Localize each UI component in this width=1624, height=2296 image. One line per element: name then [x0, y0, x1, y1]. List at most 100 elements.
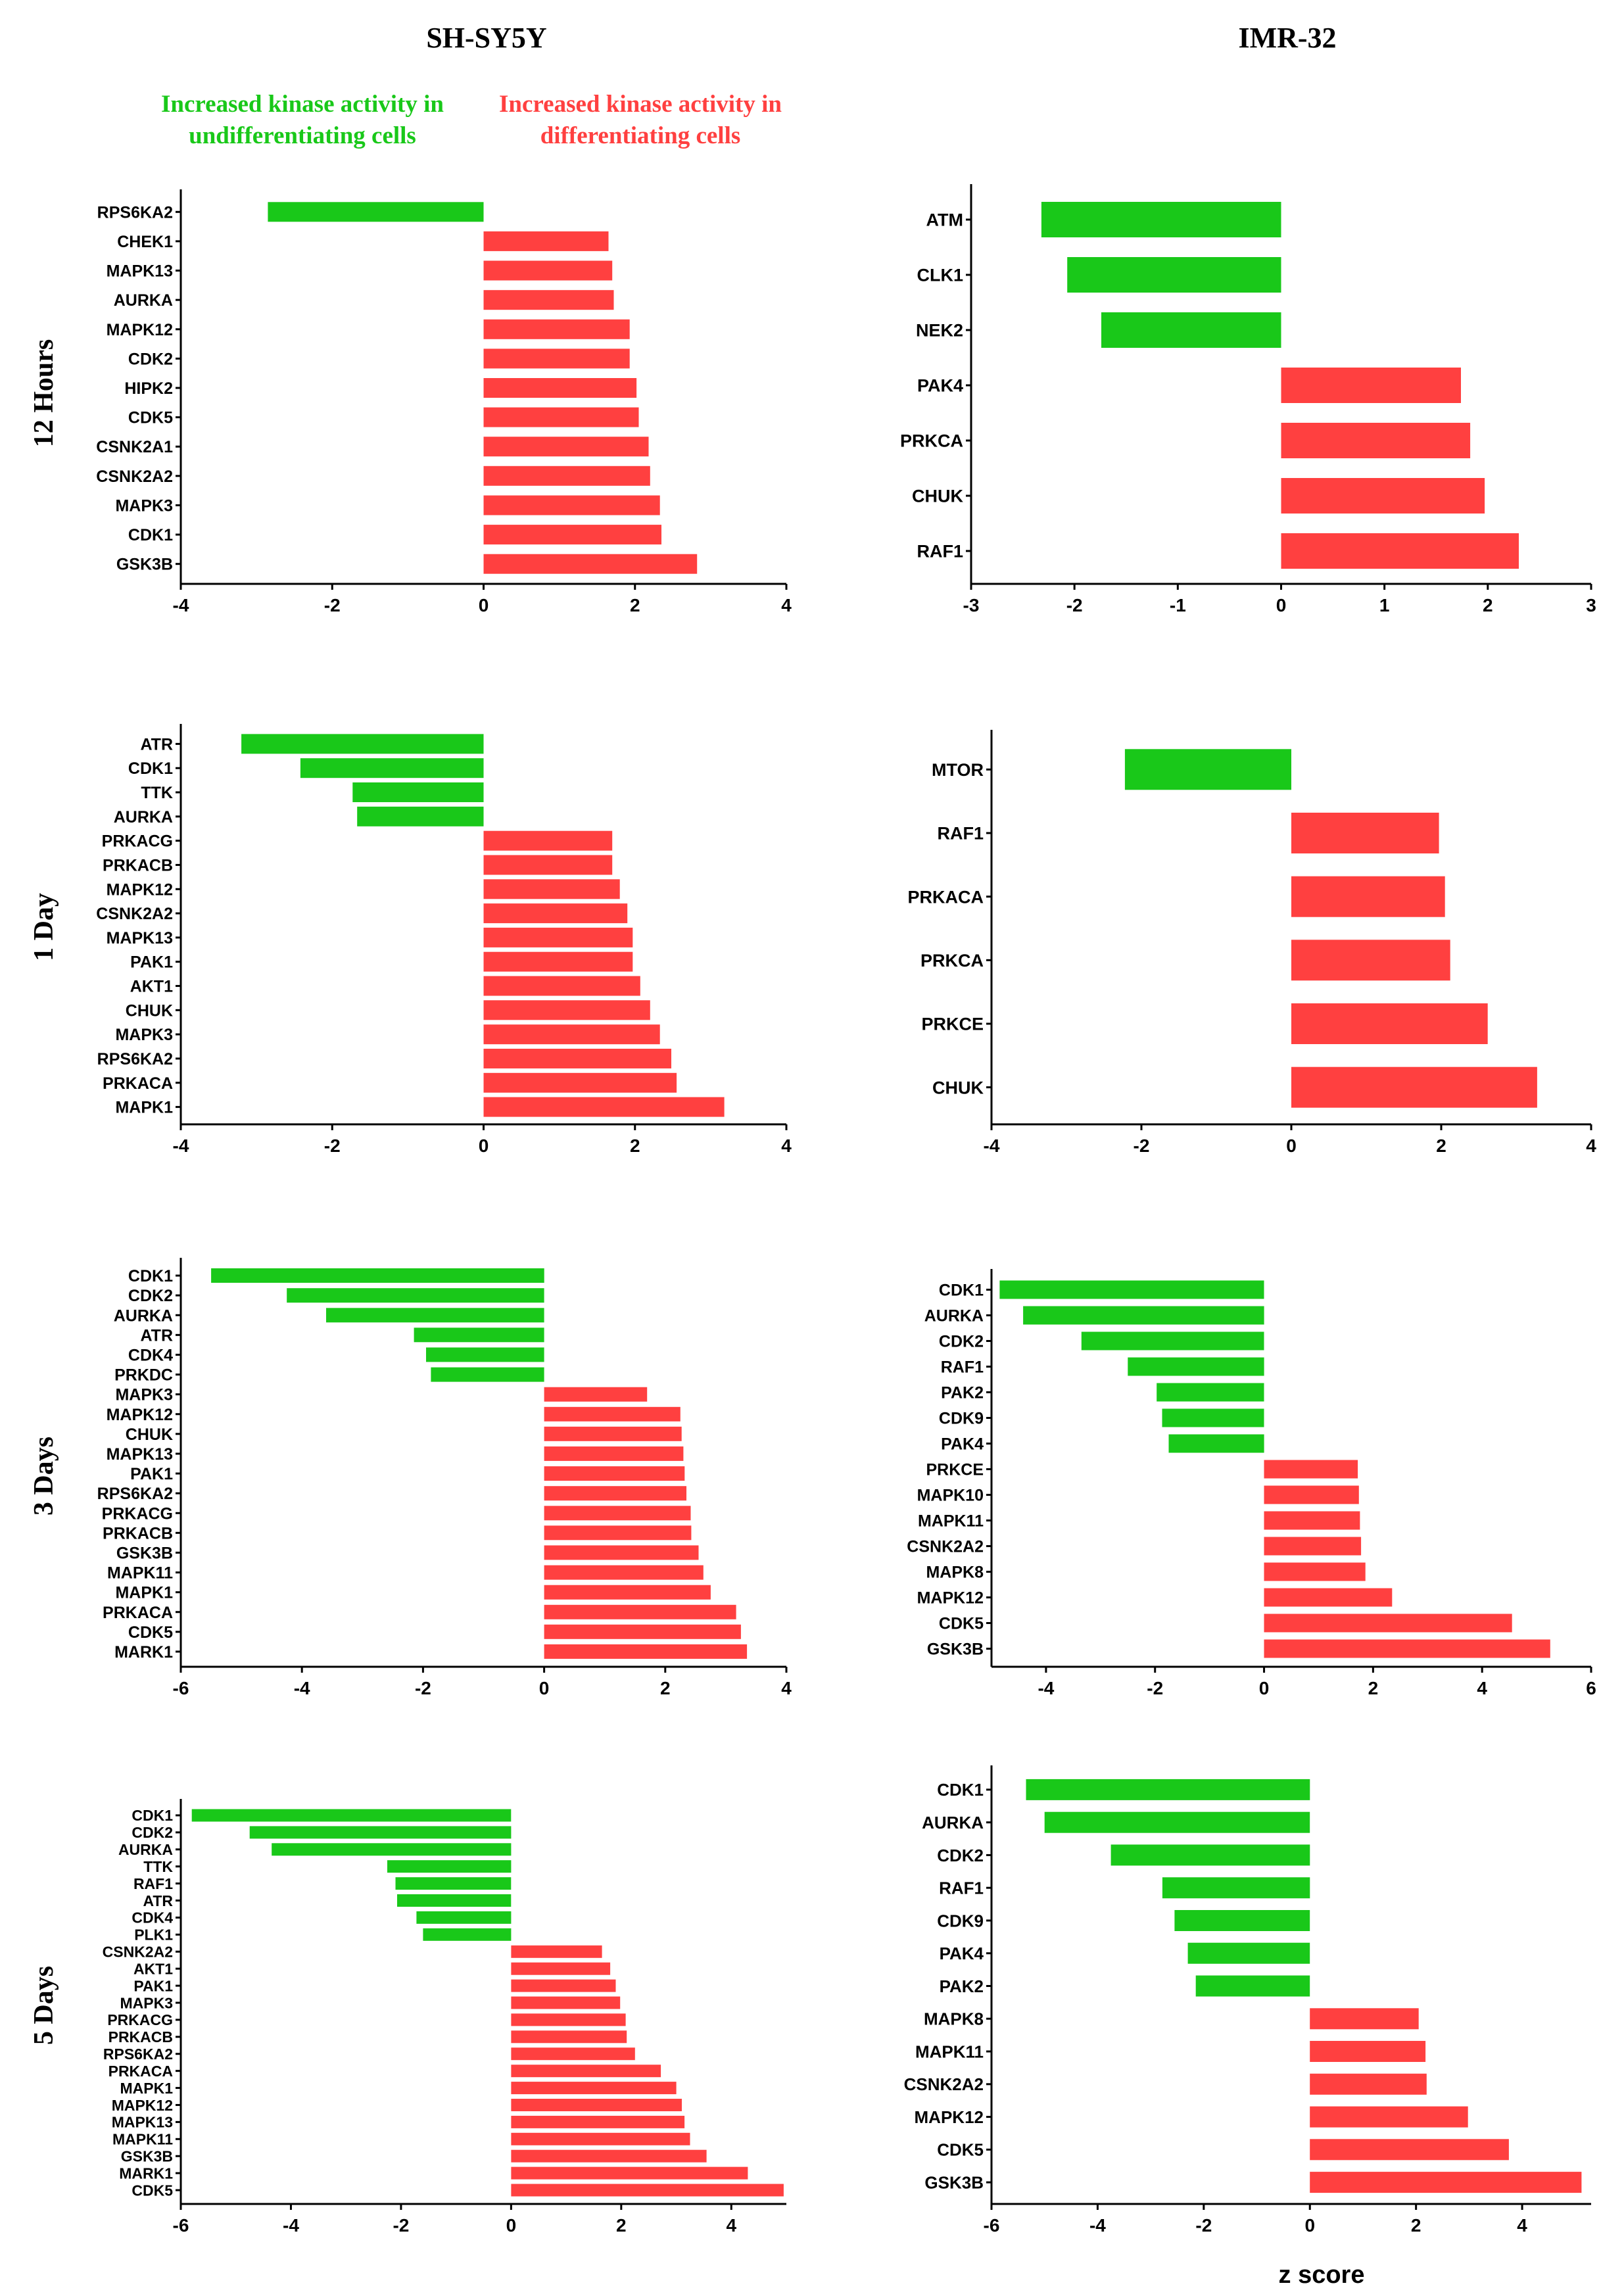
bar-cdk2 — [287, 1288, 544, 1303]
x-tick-label: 0 — [479, 1136, 489, 1156]
bar-mapk12 — [1264, 1588, 1393, 1607]
y-tick-label-raf1: RAF1 — [937, 824, 984, 844]
bar-mapk3 — [544, 1387, 648, 1402]
y-tick-label-gsk3b: GSK3B — [927, 1640, 984, 1659]
y-tick-label-mapk1: MAPK1 — [115, 1584, 173, 1602]
x-tick-label: 2 — [1436, 1136, 1446, 1156]
bar-cdk2 — [483, 348, 630, 369]
x-tick-label: -1 — [1170, 595, 1186, 615]
x-tick-label: 4 — [781, 1136, 792, 1156]
y-tick-label-cdk5: CDK5 — [128, 409, 173, 427]
bar-pak1 — [483, 951, 633, 972]
x-tick-label: 0 — [1304, 2215, 1315, 2236]
chart-panel-7: CDK1 AURKA CDK2 RAF1 CDK9 PAK4 PAK2 MAPK8 MAPK11… — [904, 1765, 1591, 2236]
chart-panel-5: CDK1 AURKA CDK2 RAF1 PAK2 CDK9 PAK4 PRKCE MAPK10… — [907, 1269, 1596, 1698]
column-title-imr-32: IMR-32 — [1238, 22, 1336, 54]
x-tick-label: 0 — [1259, 1678, 1270, 1698]
y-tick-label-mapk12: MAPK12 — [915, 2107, 984, 2127]
y-tick-label-chuk: CHUK — [126, 1425, 173, 1444]
bar-rps6ka2 — [544, 1486, 686, 1501]
y-tick-label-aurka: AURKA — [114, 291, 173, 310]
x-axis-title-z-score: z score — [1279, 2261, 1365, 2289]
row-label-12-hours: 12 Hours — [29, 339, 59, 448]
bar-csnk2a2 — [511, 1945, 602, 1958]
y-tick-label-prkca: PRKCA — [900, 431, 963, 451]
bar-pak1 — [544, 1466, 685, 1481]
bar-mapk3 — [483, 1024, 660, 1045]
y-tick-label-prkca: PRKCA — [920, 951, 984, 970]
x-tick-label: -6 — [173, 2215, 189, 2236]
column-title-sh-sy5y: SH-SY5Y — [426, 22, 546, 54]
bar-cdk1 — [300, 758, 484, 778]
bar-akt1 — [511, 1962, 611, 1975]
y-tick-label-cdk5: CDK5 — [128, 1623, 173, 1642]
bar-prkce — [1264, 1460, 1358, 1479]
x-tick-label: -2 — [324, 595, 341, 615]
bar-cdk1 — [483, 525, 661, 545]
y-tick-label-mtor: MTOR — [932, 760, 984, 780]
y-tick-label-cdk5: CDK5 — [939, 1615, 984, 1633]
bar-mapk13 — [483, 260, 613, 281]
bar-pak4 — [1187, 1942, 1310, 1964]
y-tick-label-mapk11: MAPK11 — [915, 2042, 984, 2061]
y-tick-label-csnk2a1: CSNK2A1 — [96, 438, 173, 456]
bar-csnk2a2 — [483, 903, 628, 924]
y-tick-label-raf1: RAF1 — [941, 1358, 984, 1377]
x-tick-label: 0 — [1276, 595, 1287, 615]
legend-red-line1: Increased kinase activity in — [499, 91, 782, 118]
y-tick-label-cdk2: CDK2 — [937, 1846, 984, 1865]
x-tick-label: 1 — [1379, 595, 1390, 615]
bar-cdk1 — [1026, 1779, 1310, 1800]
y-tick-label-csnk2a2: CSNK2A2 — [103, 1944, 173, 1961]
bar-cdk4 — [416, 1911, 512, 1924]
bar-mapk3 — [511, 1996, 621, 2009]
bar-atm — [1041, 202, 1281, 237]
y-tick-label-prkce: PRKCE — [926, 1461, 984, 1479]
bar-aurka — [326, 1308, 544, 1323]
bar-pak1 — [511, 1979, 616, 1992]
x-tick-label: 0 — [479, 595, 489, 615]
bar-aurka — [483, 290, 614, 310]
bar-mapk13 — [483, 927, 633, 947]
bar-prkacb — [544, 1525, 692, 1541]
x-tick-label: 0 — [506, 2215, 517, 2236]
y-tick-label-raf1: RAF1 — [939, 1878, 984, 1898]
bar-chuk — [483, 1000, 650, 1020]
y-tick-label-pak4: PAK4 — [941, 1435, 984, 1454]
y-tick-label-aurka: AURKA — [924, 1307, 984, 1326]
bar-cdk9 — [1174, 1910, 1310, 1931]
bar-prkaca — [544, 1604, 736, 1619]
y-tick-label-mapk13: MAPK13 — [112, 2114, 173, 2131]
x-tick-label: -3 — [963, 595, 980, 615]
bar-nek2 — [1101, 312, 1281, 348]
bar-clk1 — [1067, 257, 1281, 293]
y-tick-label-atr: ATR — [143, 1892, 173, 1909]
bar-prkacb — [511, 2030, 627, 2044]
y-tick-label-cdk4: CDK4 — [131, 1909, 173, 1926]
x-tick-label: 0 — [539, 1678, 550, 1698]
y-tick-label-cdk2: CDK2 — [128, 1287, 173, 1305]
x-tick-label: -2 — [1147, 1678, 1163, 1698]
x-tick-label: -6 — [173, 1678, 189, 1698]
bar-aurka — [1044, 1811, 1310, 1833]
legend-green-line2: undifferentiating cells — [189, 122, 416, 149]
bar-prkacg — [544, 1506, 691, 1521]
x-tick-label: 2 — [630, 595, 640, 615]
y-tick-label-ttk: TTK — [141, 784, 173, 802]
y-tick-label-pak1: PAK1 — [130, 1465, 173, 1483]
y-tick-label-mapk8: MAPK8 — [924, 2009, 984, 2029]
y-tick-label-cdk1: CDK1 — [939, 1281, 984, 1300]
x-tick-label: 4 — [726, 2215, 736, 2236]
bar-mapk11 — [544, 1565, 704, 1580]
x-tick-label: 4 — [781, 1678, 792, 1698]
row-label-1-day: 1 Day — [29, 893, 59, 961]
bar-ttk — [387, 1860, 512, 1873]
y-tick-label-gsk3b: GSK3B — [116, 556, 173, 574]
y-tick-label-cdk5: CDK5 — [937, 2140, 984, 2160]
bar-raf1 — [1291, 813, 1439, 853]
bar-cdk5 — [544, 1624, 741, 1639]
bar-ttk — [352, 782, 484, 802]
bar-cdk5 — [1264, 1614, 1512, 1633]
bar-cdk5 — [483, 407, 639, 427]
x-tick-label: 2 — [630, 1136, 640, 1156]
